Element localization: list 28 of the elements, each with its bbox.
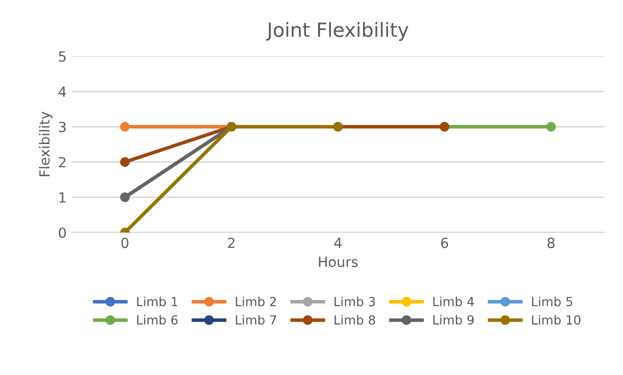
legend-label: Limb 6	[137, 314, 178, 325]
x-tick-label: 2	[228, 238, 234, 248]
y-tick-label: 1	[59, 192, 66, 203]
legend-label: Limb 3	[334, 296, 375, 306]
y-tick-label: 5	[59, 51, 66, 62]
x-tick-label: 0	[121, 238, 128, 248]
y-tick-label: 2	[58, 156, 66, 168]
point	[120, 122, 130, 132]
legend-label: Limb 1	[137, 296, 178, 306]
y-tick-label: 3	[59, 122, 66, 132]
legend-label: Limb 5	[532, 296, 572, 306]
point	[546, 122, 556, 132]
point	[120, 157, 130, 167]
legend-label: Limb 8	[334, 314, 376, 325]
legend-label: Limb 9	[433, 314, 474, 325]
legend-label: Limb 10	[532, 314, 580, 325]
legend-label: Limb 4	[433, 296, 474, 306]
x-tick-label: 4	[334, 238, 342, 248]
y-tick-label: 4	[58, 86, 66, 97]
x-tick-label: 8	[548, 238, 555, 248]
x-axis-title: Hours	[318, 256, 358, 268]
point	[120, 192, 130, 202]
legend-label: Limb 7	[236, 314, 276, 325]
chart-title: Joint Flexibility	[266, 22, 408, 41]
y-tick-label: 0	[58, 227, 66, 238]
legend-label: Limb 2	[236, 296, 276, 306]
x-tick-label: 6	[441, 238, 448, 248]
y-axis-title: Flexibility	[38, 112, 52, 176]
